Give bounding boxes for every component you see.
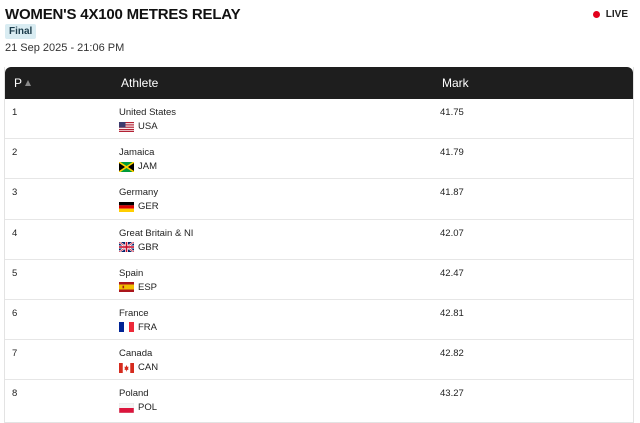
row-position: 4: [12, 227, 18, 239]
row-athlete: France FRA: [119, 308, 157, 333]
row-mark: 43.27: [440, 388, 464, 400]
row-mark: 41.87: [440, 187, 464, 199]
country-code: CAN: [138, 362, 159, 374]
row-position: 1: [12, 107, 18, 118]
row-athlete: Jamaica JAM: [119, 147, 157, 172]
table-row: 5 Spain ESP 42.47: [5, 260, 633, 300]
table-row: 8 Poland POL 43.27: [5, 380, 633, 420]
row-position: 2: [12, 147, 18, 159]
country-code: GER: [138, 201, 159, 213]
table-row: 7 Canada CAN 42.82: [5, 340, 633, 381]
event-datetime: 21 Sep 2025 - 21:06 PM: [5, 42, 125, 54]
row-mark: 42.07: [440, 227, 464, 239]
row-athlete: Poland POL: [119, 388, 157, 413]
live-indicator: LIVE: [592, 9, 628, 20]
column-header-athlete: Athlete: [121, 76, 159, 90]
country-code: USA: [138, 121, 158, 132]
country-name: Jamaica: [119, 147, 155, 159]
country-code: POL: [138, 402, 158, 414]
canada-flag-icon: [119, 362, 134, 373]
column-header-mark: Mark: [442, 76, 469, 90]
row-position: 3: [12, 187, 18, 199]
row-athlete: Canada CAN: [119, 348, 158, 373]
row-mark: 42.47: [440, 267, 464, 279]
column-header-position-label: P: [14, 76, 23, 90]
country-code: FRA: [138, 321, 157, 333]
live-label: LIVE: [605, 9, 628, 20]
row-athlete: United States USA: [119, 107, 176, 132]
poland-flag-icon: [119, 402, 134, 413]
round-badge: Final: [5, 24, 37, 39]
live-dot-icon: [592, 11, 600, 18]
france-flag-icon: [119, 322, 134, 333]
country-code-line: CAN: [119, 362, 158, 373]
row-athlete: Spain ESP: [119, 268, 157, 293]
row-position: 5: [12, 267, 18, 279]
table-row: 6 France FRA 42.81: [5, 300, 633, 341]
table-row: 4 Great Britain & NI: [5, 220, 633, 260]
row-position: 6: [12, 307, 18, 319]
table-row: 1 United States: [5, 99, 633, 140]
jamaica-flag-icon: [119, 161, 134, 172]
germany-flag-icon: [119, 201, 134, 212]
country-name: Canada: [119, 348, 153, 360]
row-mark: 41.75: [440, 107, 464, 118]
country-name: France: [119, 307, 149, 319]
usa-flag-icon: [119, 121, 134, 132]
table-header: P Athlete Mark: [5, 67, 633, 99]
country-code: GBR: [138, 241, 159, 253]
row-athlete: Great Britain & NI: [119, 228, 193, 253]
country-name: Poland: [119, 388, 149, 400]
spain-flag-icon: [119, 282, 134, 293]
country-code: JAM: [138, 161, 157, 173]
row-mark: 41.79: [440, 147, 464, 159]
sort-ascending-icon[interactable]: [25, 80, 32, 86]
great-britain-flag-icon: [119, 242, 134, 253]
country-code-line: FRA: [119, 322, 157, 333]
country-code-line: USA: [119, 121, 176, 132]
results-table: P Athlete Mark 1 United States: [4, 67, 634, 423]
row-mark: 42.81: [440, 307, 464, 319]
row-position: 8: [12, 388, 18, 400]
country-code-line: GER: [119, 201, 159, 212]
column-header-position[interactable]: P: [14, 67, 32, 99]
country-name: Germany: [119, 187, 159, 199]
row-mark: 42.82: [440, 348, 464, 360]
page-title: WOMEN'S 4X100 METRES RELAY: [5, 6, 241, 23]
table-row: 3 Germany GER 41.87: [5, 179, 633, 220]
country-code-line: POL: [119, 402, 157, 413]
country-code-line: ESP: [119, 282, 157, 293]
country-code-line: JAM: [119, 161, 157, 172]
country-name: Great Britain & NI: [119, 227, 194, 239]
row-athlete: Germany GER: [119, 187, 159, 212]
table-body: 1 United States: [5, 99, 633, 421]
country-name: United States: [119, 107, 177, 118]
row-position: 7: [12, 348, 18, 360]
country-code-line: GBR: [119, 242, 193, 253]
country-name: Spain: [119, 267, 144, 279]
table-row: 2 Jamaica JAM 41.79: [5, 139, 633, 180]
country-code: ESP: [138, 281, 158, 293]
